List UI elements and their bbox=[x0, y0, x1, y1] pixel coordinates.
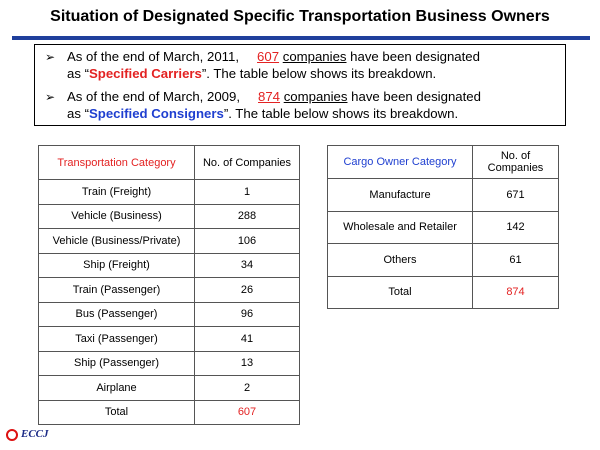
bullet2-line2-pre: as “ bbox=[67, 105, 89, 121]
consigners-table: Cargo Owner Category No. of Companies Ma… bbox=[327, 145, 559, 309]
arrow-bullet-icon: ➢ bbox=[45, 90, 56, 104]
count-cell: 142 bbox=[472, 210, 559, 244]
summary-bullet-carriers: ➢ As of the end of March, 2011, 607 compa… bbox=[45, 49, 560, 82]
total-label: Total bbox=[38, 399, 195, 425]
table-row: Airplane 2 bbox=[38, 375, 300, 401]
logo-ring-icon bbox=[6, 429, 18, 441]
category-cell: Vehicle (Business) bbox=[38, 203, 195, 229]
table-row: Ship (Passenger) 13 bbox=[38, 350, 300, 376]
total-label: Total bbox=[327, 275, 473, 309]
table-row: Taxi (Passenger) 41 bbox=[38, 326, 300, 352]
page-title: Situation of Designated Specific Transpo… bbox=[50, 8, 550, 25]
logo-text: ECCJ bbox=[21, 428, 49, 440]
category-cell: Train (Passenger) bbox=[38, 277, 195, 303]
bullet1-mid: have been designated bbox=[350, 49, 480, 64]
table-row: Train (Passenger) 26 bbox=[38, 277, 300, 303]
category-cell: Ship (Passenger) bbox=[38, 350, 195, 376]
bullet1-line2-post: ”. The table below shows its breakdown. bbox=[201, 65, 437, 81]
count-cell: 2 bbox=[194, 375, 300, 401]
category-cell: Train (Freight) bbox=[38, 179, 195, 205]
category-cell: Vehicle (Business/Private) bbox=[38, 228, 195, 254]
table-row: Wholesale and Retailer 142 bbox=[327, 210, 559, 244]
total-value: 607 bbox=[194, 399, 300, 425]
consigners-designation: Specified Consigners bbox=[88, 105, 224, 121]
count-cell: 288 bbox=[194, 203, 300, 229]
count-cell: 61 bbox=[472, 243, 559, 277]
consigners-count: 874 bbox=[258, 89, 281, 104]
category-cell: Airplane bbox=[38, 375, 195, 401]
total-value: 874 bbox=[472, 275, 559, 309]
carriers-table: Transportation Category No. of Companies… bbox=[38, 145, 300, 425]
category-cell: Wholesale and Retailer bbox=[327, 210, 473, 244]
count-cell: 26 bbox=[194, 277, 300, 303]
category-cell: Taxi (Passenger) bbox=[38, 326, 195, 352]
table-row: Others 61 bbox=[327, 243, 559, 277]
count-cell: 13 bbox=[194, 350, 300, 376]
header-no-of-companies: No. of Companies bbox=[194, 145, 300, 180]
table-header-row: Cargo Owner Category No. of Companies bbox=[327, 145, 559, 179]
table-row: Train (Freight) 1 bbox=[38, 179, 300, 205]
table-row: Vehicle (Business/Private) 106 bbox=[38, 228, 300, 254]
table-row: Manufacture 671 bbox=[327, 178, 559, 212]
carriers-count: 607 bbox=[257, 49, 280, 64]
header-cargo-owner-category: Cargo Owner Category bbox=[327, 145, 473, 179]
header-transportation-category: Transportation Category bbox=[38, 145, 195, 180]
category-cell: Ship (Freight) bbox=[38, 252, 195, 278]
count-cell: 41 bbox=[194, 326, 300, 352]
carriers-designation: Specified Carriers bbox=[88, 65, 202, 81]
arrow-bullet-icon: ➢ bbox=[45, 50, 56, 64]
bullet1-intro: As of the end of March, 2011, bbox=[67, 49, 240, 64]
table-row: Vehicle (Business) 288 bbox=[38, 203, 300, 229]
bullet1-line2-pre: as “ bbox=[67, 65, 89, 81]
count-cell: 1 bbox=[194, 179, 300, 205]
bullet2-mid: have been designated bbox=[351, 89, 481, 104]
category-cell: Bus (Passenger) bbox=[38, 301, 195, 327]
total-row: Total 874 bbox=[327, 275, 559, 309]
bullet2-line2-post: ”. The table below shows its breakdown. bbox=[223, 105, 459, 121]
title-underline-bar bbox=[12, 36, 590, 40]
table-header-row: Transportation Category No. of Companies bbox=[38, 145, 300, 180]
count-cell: 96 bbox=[194, 301, 300, 327]
header-no-of-companies: No. of Companies bbox=[472, 145, 559, 179]
table-row: Ship (Freight) 34 bbox=[38, 252, 300, 278]
carriers-unit: companies bbox=[282, 49, 347, 64]
summary-box: ➢ As of the end of March, 2011, 607 compa… bbox=[34, 44, 566, 126]
table-row: Bus (Passenger) 96 bbox=[38, 301, 300, 327]
consigners-unit: companies bbox=[283, 89, 348, 104]
count-cell: 34 bbox=[194, 252, 300, 278]
count-cell: 106 bbox=[194, 228, 300, 254]
category-cell: Others bbox=[327, 243, 473, 277]
count-cell: 671 bbox=[472, 178, 559, 212]
total-row: Total 607 bbox=[38, 399, 300, 425]
summary-bullet-consigners: ➢ As of the end of March, 2009, 874 compa… bbox=[45, 89, 560, 122]
category-cell: Manufacture bbox=[327, 178, 473, 212]
bullet2-intro: As of the end of March, 2009, bbox=[67, 89, 241, 104]
